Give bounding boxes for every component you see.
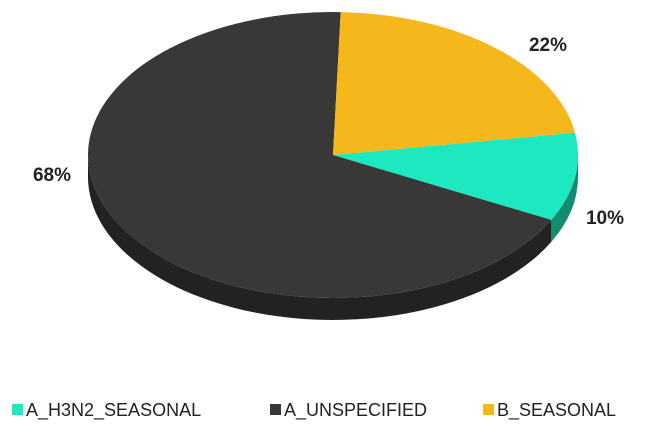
legend-label: A_UNSPECIFIED — [284, 400, 427, 421]
legend-label: B_SEASONAL — [497, 400, 616, 421]
pie-side — [551, 155, 578, 242]
pie-slice — [333, 132, 578, 220]
legend-swatch — [483, 404, 494, 415]
legend-swatch — [12, 404, 23, 415]
pie-slice — [87, 11, 552, 299]
data-label: 68% — [33, 165, 71, 186]
legend-label: A_H3N2_SEASONAL — [26, 400, 201, 421]
pie-slice — [333, 12, 575, 156]
data-label: 10% — [586, 208, 624, 229]
pie-side — [88, 155, 552, 320]
legend-swatch — [270, 404, 281, 415]
data-label: 22% — [529, 35, 567, 56]
